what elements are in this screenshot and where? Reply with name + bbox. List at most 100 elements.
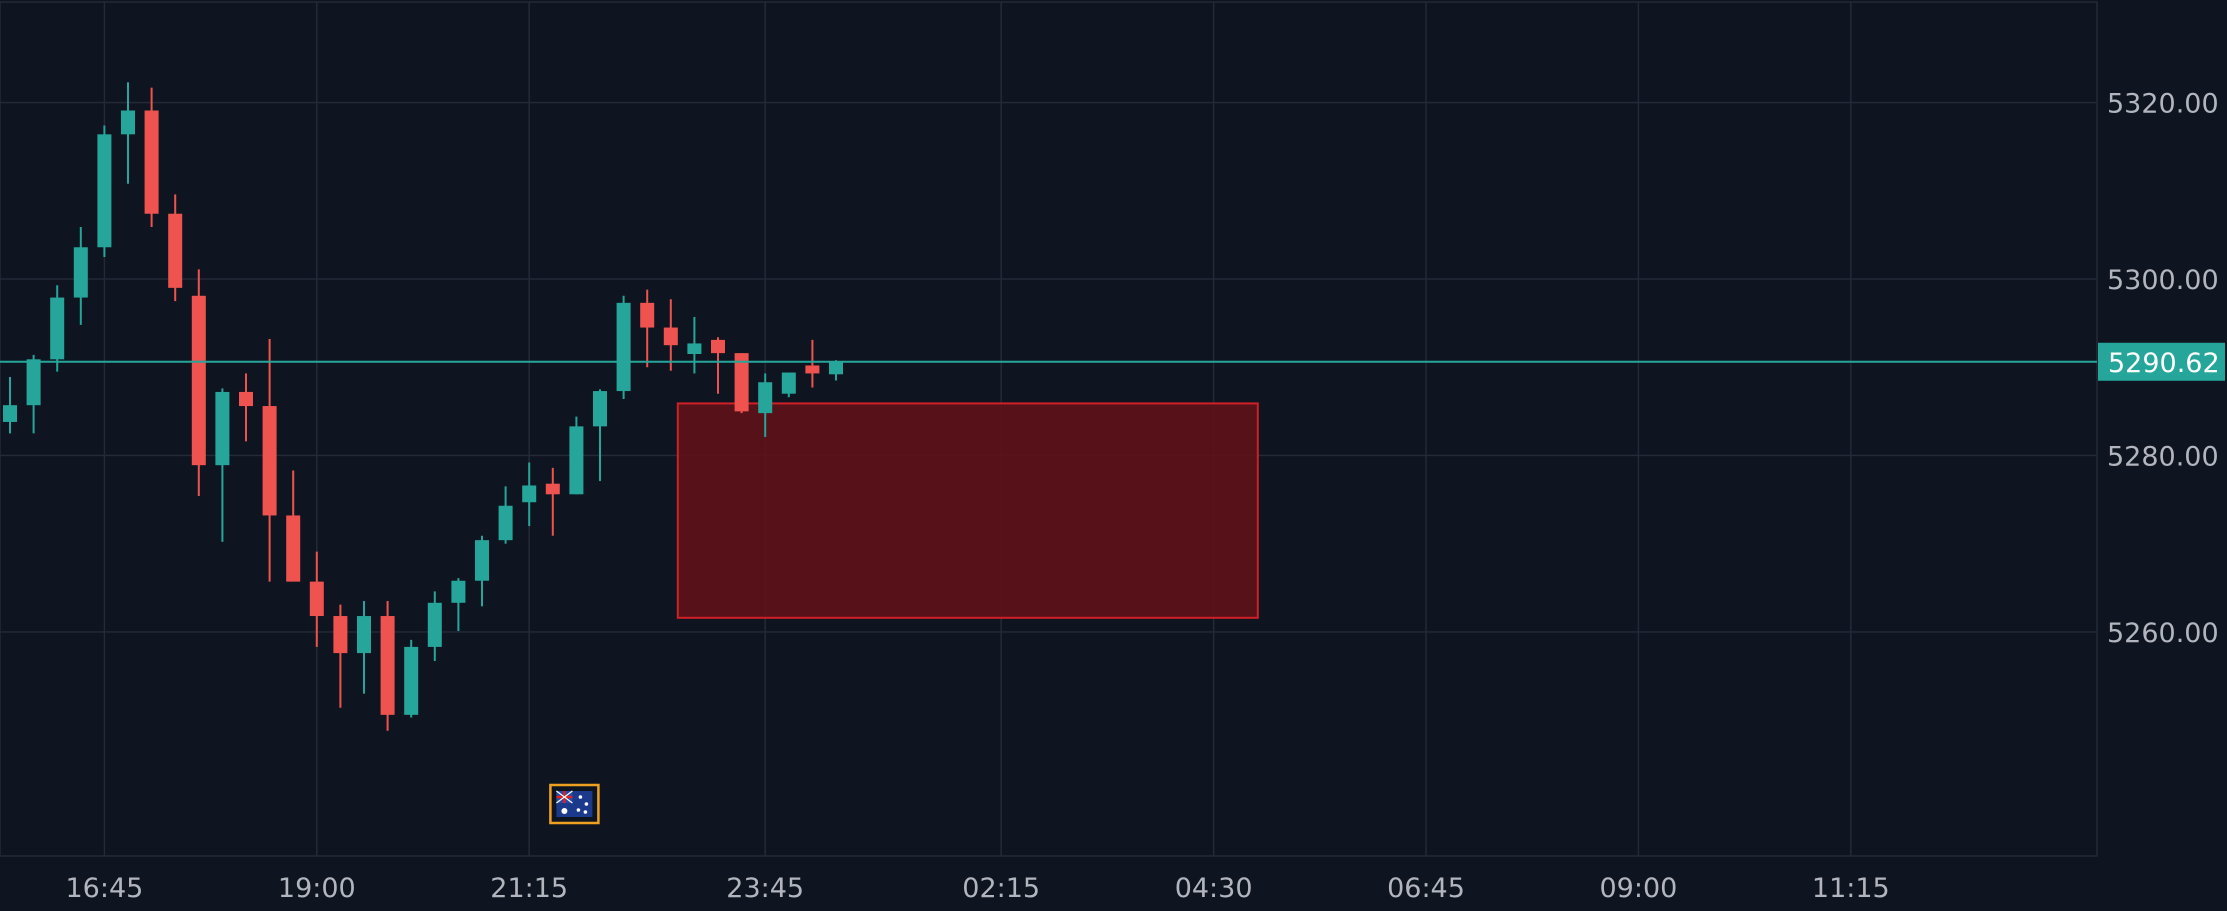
candle-down[interactable] <box>309 551 324 647</box>
price-badge-text: 5290.62 <box>2108 348 2220 379</box>
current-price-label: 5290.62 <box>2098 342 2225 381</box>
x-axis-tick-label: 09:00 <box>1599 873 1677 904</box>
candle-body <box>97 134 112 248</box>
x-axis-tick-label: 23:45 <box>726 873 804 904</box>
candle-down[interactable] <box>545 467 560 536</box>
flag-star <box>576 808 581 812</box>
candle-body <box>168 213 183 288</box>
candle-body <box>711 339 725 354</box>
candle-down[interactable] <box>663 299 678 371</box>
candle-up[interactable] <box>3 376 17 434</box>
candle-body <box>545 483 560 495</box>
candle-up[interactable] <box>475 535 489 607</box>
candle-down[interactable] <box>805 339 820 388</box>
candle-body <box>475 540 489 581</box>
candle-up[interactable] <box>121 82 135 184</box>
y-axis-tick-label: 5320.00 <box>2107 89 2219 120</box>
candle-body <box>805 365 820 374</box>
candle-up[interactable] <box>593 389 607 482</box>
candle-up[interactable] <box>73 226 88 325</box>
candle-body <box>498 505 513 541</box>
flag-star <box>583 810 588 814</box>
candle-body <box>239 391 253 407</box>
candle-body <box>829 361 843 375</box>
candle-down[interactable] <box>640 289 655 368</box>
candle-down[interactable] <box>191 269 206 497</box>
candle-up[interactable] <box>522 462 537 527</box>
resistance-zone-box[interactable] <box>676 402 1259 619</box>
flag-saltire <box>556 790 573 804</box>
axes: 5320.00 5300.00 5280.00 5260.00 16:45 19:00 21… <box>65 89 2225 904</box>
candle-body <box>593 391 607 427</box>
candle-down[interactable] <box>262 339 277 582</box>
candle-body <box>734 353 749 412</box>
candle-up[interactable] <box>498 486 513 544</box>
y-axis-tick-label: 5260.00 <box>2107 618 2219 649</box>
candle-up[interactable] <box>357 601 371 694</box>
x-axis-tick-label: 19:00 <box>278 873 356 904</box>
candle-up[interactable] <box>26 354 41 434</box>
candle-body <box>191 295 206 466</box>
candle-body <box>569 426 584 495</box>
candle-body <box>262 406 277 516</box>
candle-down[interactable] <box>711 337 725 394</box>
candle-body <box>3 405 17 422</box>
candle-body <box>26 359 41 406</box>
x-axis-tick-label: 11:15 <box>1812 873 1890 904</box>
candle-body <box>73 247 88 298</box>
candle-up[interactable] <box>215 388 230 542</box>
candle-down[interactable] <box>286 470 301 582</box>
candle-body <box>404 646 419 715</box>
flag-star <box>578 795 583 799</box>
candle-up[interactable] <box>427 591 442 662</box>
candle-down[interactable] <box>333 604 348 708</box>
candle-body <box>758 382 773 414</box>
y-axis-tick-label: 5300.00 <box>2107 265 2219 296</box>
event-marker[interactable] <box>549 783 600 825</box>
candle-down[interactable] <box>239 373 253 442</box>
candle-down[interactable] <box>144 87 159 227</box>
candle-body <box>781 372 796 394</box>
x-axis-tick-label: 21:15 <box>490 873 568 904</box>
candle-body <box>640 302 655 328</box>
candle-up[interactable] <box>451 578 466 632</box>
candle-up[interactable] <box>404 639 419 718</box>
australia-flag-icon[interactable] <box>549 783 600 825</box>
candle-down[interactable] <box>168 194 183 302</box>
candle-up[interactable] <box>569 416 584 495</box>
candle-body <box>215 391 230 466</box>
flag-star <box>561 808 568 814</box>
candle-up[interactable] <box>97 125 112 257</box>
candles <box>3 82 843 731</box>
candle-up[interactable] <box>50 285 65 372</box>
candle-body <box>144 110 159 214</box>
candle-body <box>687 343 702 355</box>
candle-body <box>309 581 324 617</box>
x-axis-tick-label: 16:45 <box>65 873 143 904</box>
price-badge-bg <box>2098 342 2225 381</box>
candle-up[interactable] <box>781 372 796 398</box>
candle-body <box>357 616 371 654</box>
candle-body <box>333 616 348 654</box>
candle-down[interactable] <box>734 353 749 414</box>
candle-up[interactable] <box>616 295 631 400</box>
y-axis-tick-label: 5280.00 <box>2107 441 2219 472</box>
candle-body <box>427 602 442 647</box>
candle-body <box>616 302 631 392</box>
candle-body <box>451 580 466 603</box>
candle-body <box>121 110 135 135</box>
candle-body <box>522 485 537 503</box>
x-axis-tick-label: 02:15 <box>962 873 1040 904</box>
flag-star <box>584 802 589 806</box>
candle-body <box>663 327 678 346</box>
candle-body <box>50 297 65 360</box>
candle-up[interactable] <box>758 373 773 437</box>
candle-down[interactable] <box>380 601 395 731</box>
candle-body <box>286 515 301 582</box>
candle-up[interactable] <box>687 316 702 374</box>
candle-up[interactable] <box>829 360 843 381</box>
x-axis-tick-label: 06:45 <box>1387 873 1465 904</box>
plot-frame <box>0 1 2098 857</box>
